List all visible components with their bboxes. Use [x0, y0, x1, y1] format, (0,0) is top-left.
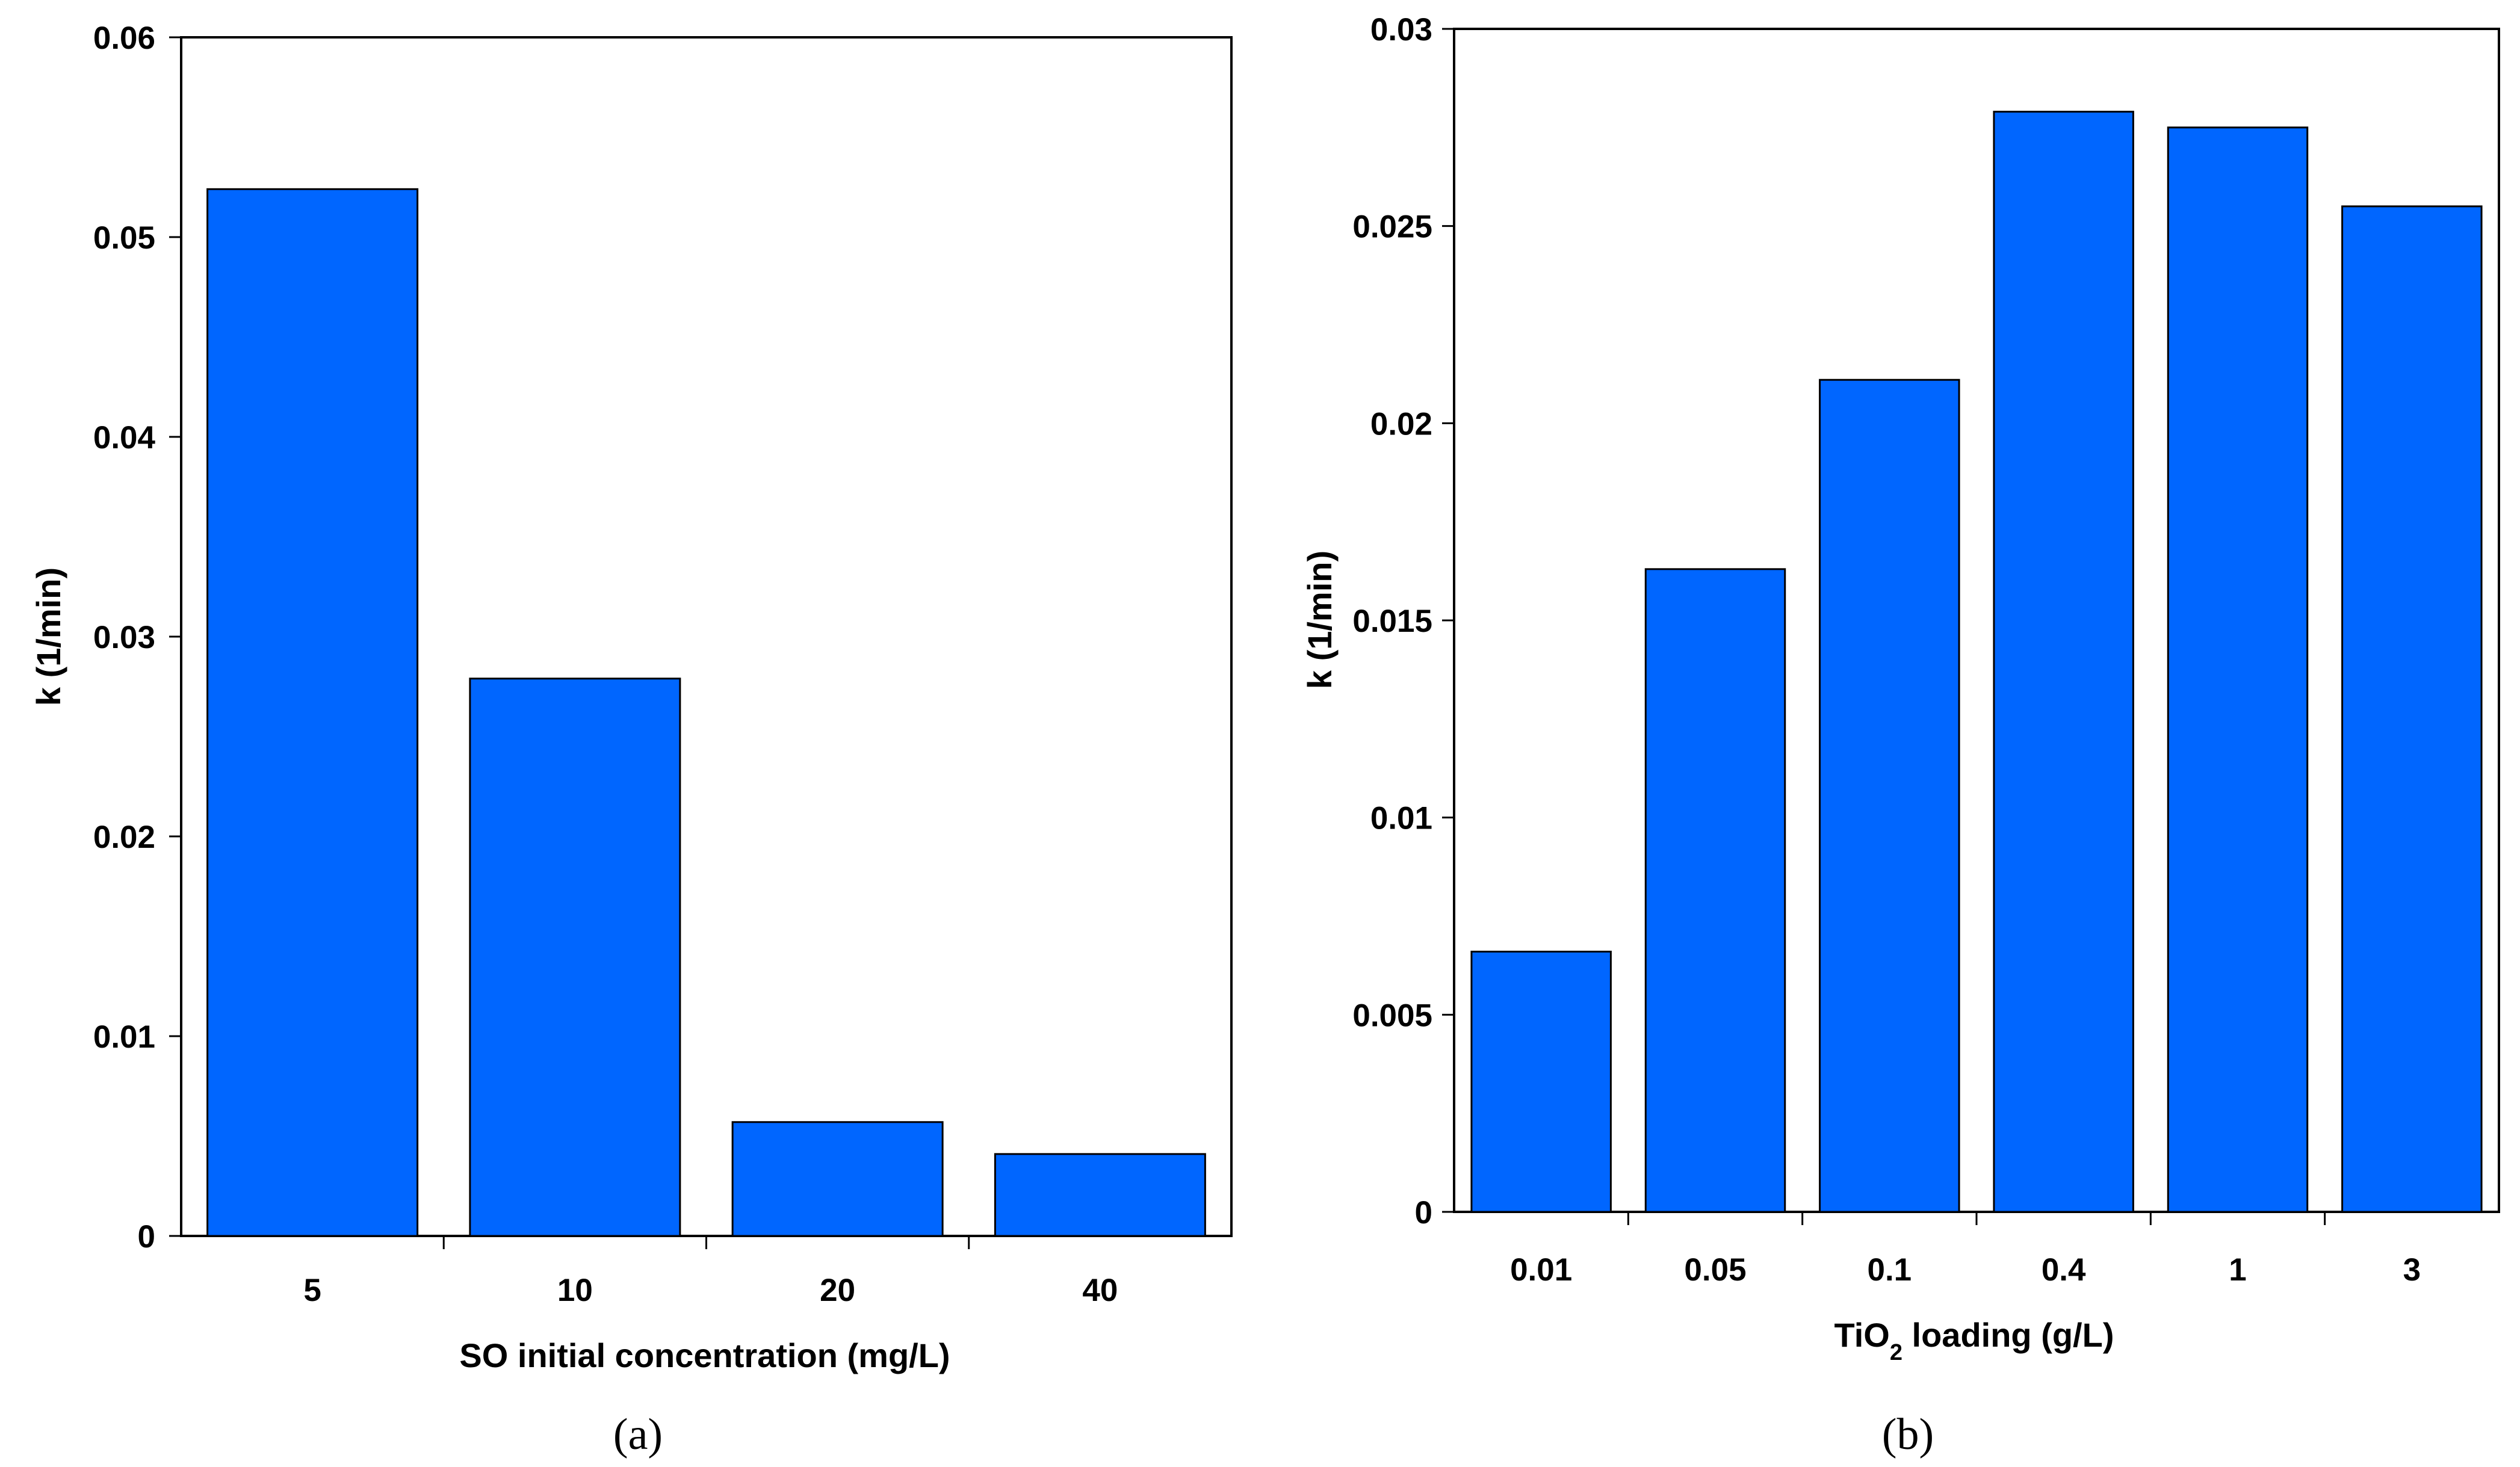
x-ticks-a: 5 10 20 40: [303, 1236, 1118, 1308]
y-tick-label-b: 0: [1415, 1195, 1432, 1231]
bar-b-0.01: [1470, 950, 1612, 1213]
y-tick-label-b: 0.03: [1370, 12, 1432, 48]
x-tick-label-b: 0.05: [1684, 1252, 1746, 1288]
y-tick-label-b: 0.025: [1352, 209, 1432, 245]
y-tick-label-a: 0.03: [93, 620, 155, 655]
x-axis-title-b-main: TiO: [1834, 1316, 1890, 1354]
y-ticks-a: 0 0.01 0.02 0.03 0.04 0.05 0.06: [93, 20, 181, 1255]
bar-b-3: [2341, 205, 2483, 1213]
x-tick-label-a: 40: [1082, 1273, 1118, 1308]
bar-a-40: [994, 1153, 1206, 1237]
panel-b: 0 0.005 0.01 0.015 0.02 0.025 0.03 0.01 0.05 0.1…: [1301, 12, 2500, 1459]
bar-b-1: [2167, 126, 2309, 1213]
bar-a-10: [469, 678, 681, 1237]
x-axis-title-b-rest: loading (g/L): [1902, 1316, 2114, 1354]
bar-a-5: [206, 188, 419, 1237]
bar-b-0.05: [1644, 568, 1786, 1213]
x-axis-title-b: TiO2 loading (g/L): [1834, 1316, 2114, 1365]
x-tick-label-a: 5: [303, 1273, 321, 1308]
x-axis-title-b-subscript: 2: [1890, 1340, 1902, 1365]
y-ticks-b: 0 0.005 0.01 0.015 0.02 0.025 0.03: [1352, 12, 1454, 1231]
panel-label-a: (a): [613, 1410, 663, 1459]
x-tick-label-a: 20: [820, 1273, 855, 1308]
y-tick-label-a: 0.05: [93, 220, 155, 256]
bars-a: [206, 188, 1206, 1237]
x-tick-label-b: 0.01: [1510, 1252, 1572, 1288]
y-tick-label-a: 0.02: [93, 820, 155, 855]
x-tick-label-b: 1: [2229, 1252, 2246, 1288]
panel-a: 0 0.01 0.02 0.03 0.04 0.05 0.06 5 10 20 40 k (1/m…: [29, 20, 1233, 1459]
bars-b: [1470, 111, 2483, 1213]
bar-b-0.4: [1993, 111, 2134, 1213]
y-tick-label-a: 0: [138, 1219, 155, 1255]
bar-b-0.1: [1819, 378, 1960, 1213]
y-tick-label-b: 0.005: [1352, 998, 1432, 1033]
bar-a-20: [731, 1121, 944, 1237]
panel-label-b: (b): [1882, 1410, 1934, 1459]
y-tick-label-b: 0.02: [1370, 406, 1432, 442]
y-tick-label-a: 0.06: [93, 20, 155, 56]
y-tick-label-a: 0.04: [93, 420, 156, 456]
x-ticks-b: 0.01 0.05 0.1 0.4 1 3: [1510, 1212, 2421, 1288]
y-tick-label-b: 0.01: [1370, 801, 1432, 836]
x-tick-label-a: 10: [557, 1273, 593, 1308]
y-tick-label-b: 0.015: [1352, 604, 1432, 639]
x-tick-label-b: 0.1: [1867, 1252, 1912, 1288]
y-tick-label-a: 0.01: [93, 1019, 155, 1055]
y-axis-title-b: k (1/min): [1301, 551, 1339, 689]
x-tick-label-b: 3: [2403, 1252, 2421, 1288]
x-axis-title-a: SO initial concentration (mg/L): [459, 1336, 950, 1374]
y-axis-title-a: k (1/min): [29, 567, 67, 706]
x-tick-label-b: 0.4: [2042, 1252, 2086, 1288]
